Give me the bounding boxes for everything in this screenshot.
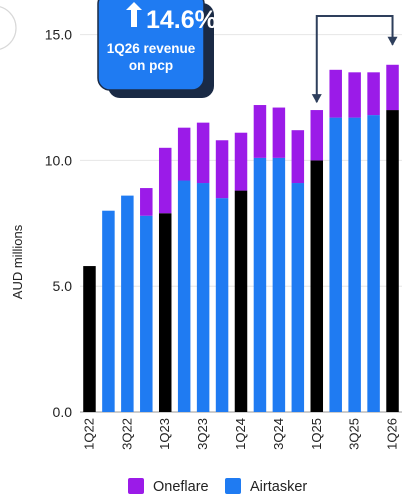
y-axis: 0.0 5.0 10.0 15.0 [45, 27, 72, 420]
bar-oneflare [348, 72, 361, 118]
legend-label: Airtasker [250, 479, 307, 495]
bar-airtasker [121, 195, 134, 412]
bar-airtasker [386, 110, 399, 412]
legend-swatch [128, 478, 144, 494]
x-tick-label: 1Q24 [233, 418, 248, 450]
growth-callout: 14.6% 1Q26 revenue on pcp [97, 0, 217, 98]
bar-airtasker [140, 215, 153, 412]
bar-oneflare [272, 107, 286, 158]
bar-airtasker [348, 117, 361, 412]
bracket-line [315, 15, 394, 103]
y-tick-label: 10.0 [45, 152, 72, 168]
x-tick-label: 1Q26 [385, 418, 400, 450]
bar-airtasker [291, 183, 305, 412]
bars [83, 64, 399, 412]
x-tick-label: 3Q23 [195, 418, 210, 450]
bar-oneflare [386, 64, 399, 111]
y-tick-label: 0.0 [53, 404, 73, 420]
y-tick-label: 5.0 [53, 278, 73, 294]
bar-oneflare [367, 72, 380, 116]
callout-label-line2: on pcp [129, 58, 173, 73]
x-axis: 1Q22 3Q22 1Q23 3Q23 1Q24 3Q24 1Q25 3Q25 1Q26 [81, 418, 399, 450]
bar-oneflare [215, 140, 229, 199]
bar-oneflare [177, 127, 191, 181]
legend-swatch [225, 478, 241, 494]
bar-airtasker [215, 198, 229, 412]
bar-oneflare [310, 110, 324, 161]
x-tick-label: 3Q24 [271, 418, 286, 450]
bar-airtasker [253, 157, 267, 412]
bar-airtasker [272, 157, 286, 412]
bar-airtasker [177, 180, 191, 412]
bar-airtasker [310, 160, 324, 412]
bar-airtasker [196, 183, 210, 412]
callout-box [97, 0, 205, 91]
bar-oneflare [234, 132, 248, 191]
x-tick-label: 1Q25 [309, 418, 324, 450]
y-axis-label: AUD millions [10, 224, 25, 299]
bar-oneflare [329, 69, 342, 118]
legend-label: Oneflare [153, 479, 209, 495]
bar-airtasker [102, 210, 115, 412]
x-tick-label: 3Q25 [347, 418, 362, 450]
bar-airtasker [329, 117, 342, 412]
arrow-down-icon [311, 94, 322, 104]
bar-airtasker [234, 190, 248, 412]
bar-oneflare [158, 147, 172, 214]
bar-airtasker [83, 266, 96, 412]
bar-airtasker [367, 115, 380, 412]
decorative-circle [0, 6, 17, 50]
x-tick-label: 1Q23 [157, 418, 172, 450]
arrow-up-icon [126, 2, 142, 27]
callout-label-line1: 1Q26 revenue [107, 41, 196, 56]
bar-airtasker [158, 213, 172, 412]
callout-value: 14.6% [146, 6, 217, 34]
x-tick-label: 3Q22 [119, 418, 134, 450]
bar-oneflare [253, 105, 267, 158]
x-tick-label: 1Q22 [81, 418, 96, 450]
arrow-down-icon [387, 36, 398, 46]
y-tick-label: 15.0 [45, 27, 72, 43]
legend: Oneflare Airtasker [128, 478, 307, 495]
bar-oneflare [140, 188, 153, 216]
bar-oneflare [196, 122, 210, 184]
bar-oneflare [291, 130, 305, 184]
comparison-bracket [311, 15, 398, 104]
